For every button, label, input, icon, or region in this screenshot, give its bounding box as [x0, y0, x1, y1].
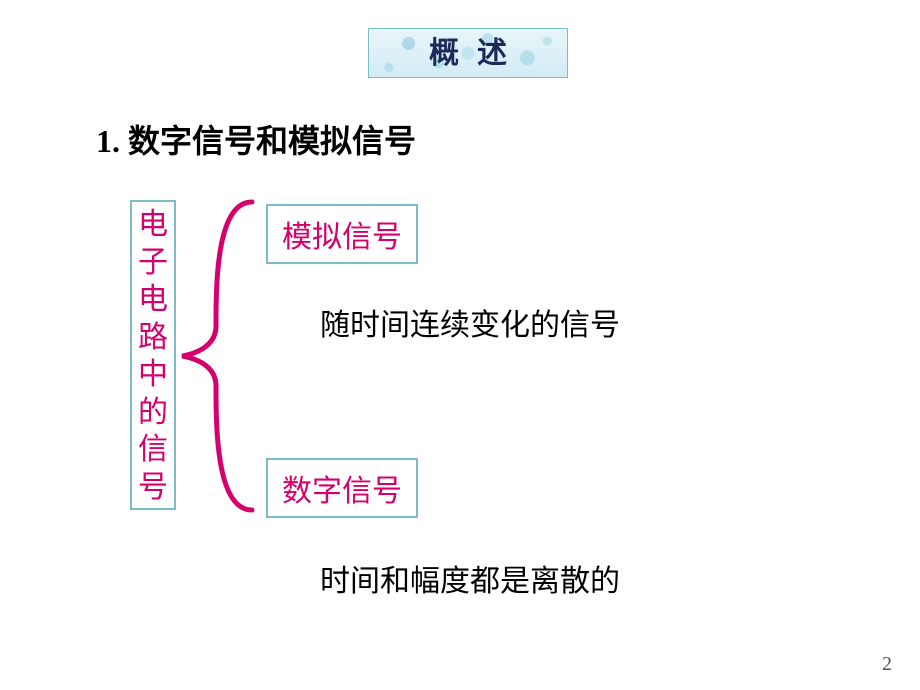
- root-node-box: 电 子 电 路 中 的 信 号: [130, 200, 176, 510]
- page-number: 2: [882, 653, 892, 676]
- section-heading: 1. 数字信号和模拟信号: [96, 116, 416, 162]
- root-char: 子: [138, 244, 168, 282]
- root-char: 号: [138, 469, 168, 507]
- root-char: 电: [138, 206, 168, 244]
- root-char: 电: [138, 281, 168, 319]
- root-char: 信: [138, 431, 168, 469]
- branch-box-digital: 数字信号: [266, 458, 418, 518]
- curly-brace-icon: [176, 196, 266, 516]
- branch-description-digital: 时间和幅度都是离散的: [320, 556, 620, 600]
- branch-label: 数字信号: [282, 475, 402, 508]
- brace-path: [182, 202, 252, 510]
- branch-description-analog: 随时间连续变化的信号: [320, 300, 620, 344]
- slide-title: 概述: [429, 37, 525, 70]
- root-char: 的: [138, 394, 168, 432]
- slide-title-box: 概述: [368, 28, 568, 78]
- branch-label: 模拟信号: [282, 221, 402, 254]
- root-char: 路: [138, 319, 168, 357]
- root-char: 中: [138, 356, 168, 394]
- branch-box-analog: 模拟信号: [266, 204, 418, 264]
